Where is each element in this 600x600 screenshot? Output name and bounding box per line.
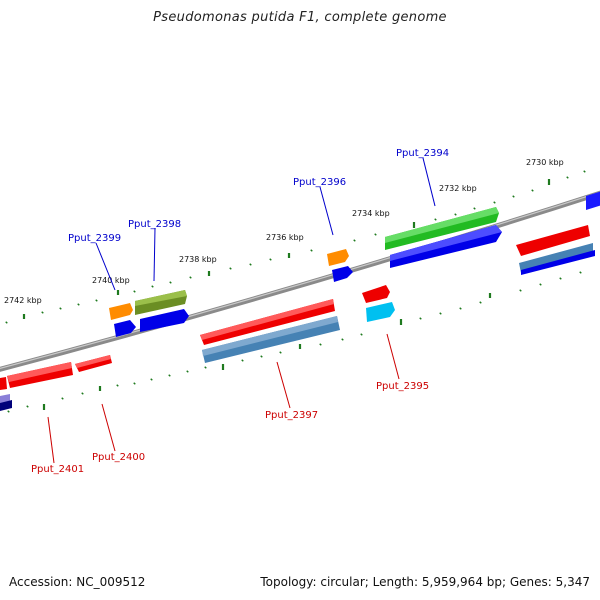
gene-label-pput-2396[interactable]: Pput_2396 [293, 177, 346, 188]
scale-label-2738: 2738 kbp [179, 255, 217, 264]
genome-backbone [0, 190, 600, 372]
leader-line-pput-2401 [47, 416, 55, 464]
map-title: Pseudomonas putida F1, complete genome [153, 10, 447, 25]
scale-label-2730: 2730 kbp [526, 158, 564, 167]
feature-arrow-green-top [385, 207, 499, 243]
feature-arrow-red-top [7, 362, 72, 382]
leader-line-pput-2395 [386, 333, 400, 380]
leader-line-pput-2400 [101, 403, 116, 452]
feature-arrow-steelblue[interactable] [519, 243, 593, 273]
feature-arrow-red-top [200, 299, 334, 340]
feature-arrow-blue[interactable] [586, 190, 600, 210]
leader-line-pput-2396 [319, 186, 334, 236]
gene-label-pput-2398[interactable]: Pput_2398 [128, 219, 181, 230]
lower-scale-line [7, 271, 582, 413]
feature-arrow-red[interactable] [0, 377, 7, 390]
gene-label-pput-2394[interactable]: Pput_2394 [396, 148, 449, 159]
scale-label-2736: 2736 kbp [266, 233, 304, 242]
feature-arrow-orange[interactable] [109, 303, 133, 320]
feature-arrow-blue[interactable] [521, 250, 595, 275]
leader-line-pput-2397 [276, 361, 291, 409]
accession-text: Accession: NC_009512 [9, 575, 146, 589]
scale-label-2734: 2734 kbp [352, 209, 390, 218]
feature-arrow-blue[interactable] [332, 266, 353, 282]
feature-arrow-orange[interactable] [327, 249, 349, 266]
feature-arrow-red-top [75, 355, 111, 368]
leader-line-pput-2398 [153, 227, 156, 282]
leader-line-pput-2394 [422, 157, 436, 207]
gene-label-pput-2400[interactable]: Pput_2400 [92, 452, 145, 463]
feature-arrow-red[interactable] [516, 225, 590, 256]
feature-arrow-navy[interactable] [0, 400, 12, 411]
gene-label-pput-2401[interactable]: Pput_2401 [31, 464, 84, 475]
scale-label-2732: 2732 kbp [439, 184, 477, 193]
gene-label-pput-2397[interactable]: Pput_2397 [265, 410, 318, 421]
feature-arrow-blue-top [390, 225, 502, 261]
feature-arrow-olive-top [135, 290, 187, 306]
feature-arrow-cyan[interactable] [366, 302, 395, 322]
feature-arrow-steelblue-top [202, 316, 338, 356]
gene-label-pput-2395[interactable]: Pput_2395 [376, 381, 429, 392]
leader-line-pput-2399 [95, 242, 116, 291]
scale-label-2742: 2742 kbp [4, 296, 42, 305]
gene-label-pput-2399[interactable]: Pput_2399 [68, 233, 121, 244]
genome-summary-text: Topology: circular; Length: 5,959,964 bp… [260, 575, 590, 589]
genome-backbone-highlight [0, 191, 600, 369]
feature-arrow-blue[interactable] [140, 309, 189, 332]
upper-scale-line [5, 170, 586, 324]
feature-arrow-blue[interactable] [114, 320, 136, 337]
feature-arrow-red[interactable] [362, 285, 390, 303]
